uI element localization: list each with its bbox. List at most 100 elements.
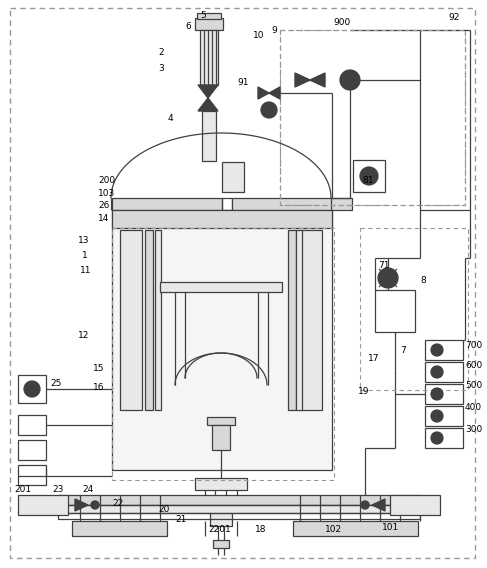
- Text: 700: 700: [465, 340, 482, 349]
- Text: 24: 24: [82, 486, 93, 495]
- Bar: [293, 521, 418, 536]
- Bar: [18, 375, 46, 403]
- Text: 400: 400: [465, 403, 482, 412]
- Text: 19: 19: [358, 387, 370, 396]
- Circle shape: [431, 344, 443, 356]
- Text: 4: 4: [168, 114, 174, 123]
- Bar: [195, 18, 223, 30]
- Bar: [300, 230, 322, 410]
- Circle shape: [24, 381, 40, 397]
- Text: 6: 6: [185, 22, 191, 31]
- Circle shape: [431, 410, 443, 422]
- Circle shape: [431, 366, 443, 378]
- Text: 500: 500: [465, 382, 482, 391]
- Text: 10: 10: [253, 31, 264, 40]
- Text: 20: 20: [158, 506, 169, 515]
- Bar: [145, 230, 153, 410]
- Bar: [120, 230, 142, 410]
- Text: 17: 17: [368, 353, 379, 362]
- Text: 7: 7: [400, 345, 406, 354]
- Bar: [18, 415, 46, 435]
- Text: 300: 300: [465, 425, 482, 435]
- Bar: [18, 440, 46, 460]
- Text: 12: 12: [78, 331, 90, 340]
- Bar: [213, 540, 229, 548]
- Bar: [360, 228, 468, 390]
- Polygon shape: [269, 87, 280, 99]
- Bar: [425, 406, 463, 426]
- Circle shape: [378, 268, 398, 288]
- Text: 14: 14: [98, 214, 110, 223]
- Bar: [232, 198, 352, 210]
- Text: 2201: 2201: [208, 525, 231, 534]
- Bar: [425, 428, 463, 448]
- Text: 25: 25: [50, 378, 61, 387]
- Bar: [112, 210, 332, 470]
- Text: 102: 102: [325, 525, 342, 534]
- Text: 18: 18: [255, 525, 266, 534]
- Bar: [112, 210, 332, 228]
- Text: 900: 900: [333, 18, 350, 27]
- Text: 101: 101: [382, 524, 399, 533]
- Bar: [202, 111, 216, 161]
- Text: 3: 3: [158, 64, 164, 73]
- Text: 200: 200: [98, 176, 115, 185]
- Text: 1: 1: [82, 250, 88, 260]
- Bar: [296, 230, 302, 410]
- Polygon shape: [372, 499, 385, 511]
- Bar: [200, 30, 218, 85]
- Bar: [425, 384, 463, 404]
- Bar: [288, 230, 296, 410]
- Bar: [425, 340, 463, 360]
- Text: 15: 15: [93, 364, 105, 373]
- Text: 103: 103: [98, 189, 115, 198]
- Bar: [390, 495, 440, 515]
- Text: 11: 11: [80, 265, 92, 274]
- Text: 71: 71: [378, 261, 390, 269]
- Polygon shape: [258, 87, 269, 99]
- Bar: [72, 521, 167, 536]
- Polygon shape: [198, 98, 218, 111]
- Polygon shape: [198, 85, 218, 98]
- Bar: [353, 160, 385, 192]
- Text: 600: 600: [465, 361, 482, 370]
- Bar: [197, 13, 221, 19]
- Text: 21: 21: [175, 516, 187, 524]
- Text: 8: 8: [420, 275, 426, 285]
- Bar: [160, 282, 282, 292]
- Bar: [112, 228, 334, 480]
- Bar: [195, 478, 247, 490]
- Circle shape: [431, 388, 443, 400]
- Text: 81: 81: [362, 176, 374, 185]
- Circle shape: [261, 102, 277, 118]
- Text: 201: 201: [14, 486, 31, 495]
- Polygon shape: [310, 73, 325, 87]
- Bar: [210, 508, 232, 526]
- Circle shape: [361, 501, 369, 509]
- Bar: [207, 417, 235, 425]
- Text: 92: 92: [448, 12, 459, 22]
- Bar: [425, 362, 463, 382]
- Bar: [18, 495, 68, 515]
- Text: 5: 5: [200, 10, 206, 19]
- Bar: [112, 198, 222, 210]
- Bar: [280, 30, 465, 205]
- Bar: [58, 495, 420, 505]
- Bar: [222, 162, 244, 192]
- Text: 13: 13: [78, 236, 90, 244]
- Text: 91: 91: [237, 77, 248, 86]
- Bar: [222, 198, 232, 210]
- Text: 23: 23: [52, 486, 63, 495]
- Text: 22: 22: [112, 499, 124, 507]
- Bar: [58, 505, 420, 513]
- Polygon shape: [75, 499, 88, 511]
- Text: 9: 9: [271, 26, 277, 35]
- Text: 16: 16: [93, 383, 105, 392]
- Circle shape: [91, 501, 99, 509]
- Circle shape: [340, 70, 360, 90]
- Bar: [212, 425, 230, 450]
- Circle shape: [431, 432, 443, 444]
- Bar: [18, 465, 46, 485]
- Polygon shape: [295, 73, 310, 87]
- Text: 26: 26: [98, 201, 110, 210]
